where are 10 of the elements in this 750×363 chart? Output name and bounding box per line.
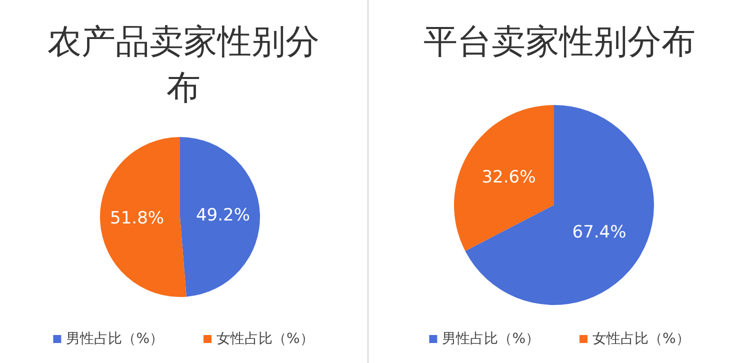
legend-label: 女性占比（%）	[592, 331, 690, 347]
legend-label: 女性占比（%）	[216, 331, 314, 347]
data-label: 67.4%	[572, 222, 626, 243]
legend-label: 男性占比（%）	[442, 331, 540, 347]
data-label: 32.6%	[482, 167, 536, 188]
data-label: 51.8%	[110, 208, 164, 229]
chart-title: 平台卖家性别分布	[424, 22, 696, 62]
chart-title: 农产品卖家性别分布	[48, 22, 320, 108]
data-label: 49.2%	[196, 205, 250, 226]
legend-label: 男性占比（%）	[66, 331, 164, 347]
